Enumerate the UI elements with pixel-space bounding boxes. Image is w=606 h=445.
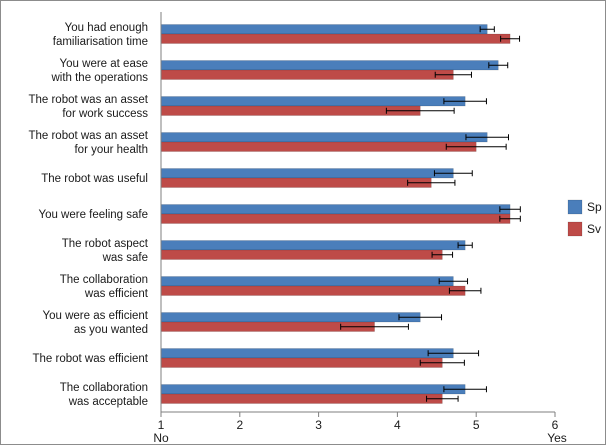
legend-label-sv: Sv [587, 222, 601, 236]
category-label: was efficient [84, 288, 149, 300]
bar-sp [160, 168, 454, 179]
bar-sp [160, 384, 466, 395]
category-label: for your health [74, 144, 148, 156]
error-bar-sv [448, 287, 482, 294]
error-bar-sv [385, 107, 455, 114]
error-bar-sp [438, 278, 469, 285]
bar-sp [160, 96, 466, 107]
bars-layer [160, 24, 521, 404]
error-bar-sp [398, 314, 443, 321]
error-bar-sv [445, 143, 507, 150]
category-label: The robot aspect [62, 238, 149, 250]
category-label: The robot was efficient [33, 353, 149, 365]
x-tick-label: 6 [552, 418, 559, 432]
error-bar-sp [457, 242, 473, 249]
x-tick-label: 3 [315, 418, 322, 432]
category-label: was safe [102, 252, 148, 264]
bar-sv [160, 393, 443, 404]
error-bar-sv [434, 71, 472, 78]
error-bar-sp [443, 386, 487, 393]
legend-label-sp: Sp [587, 200, 602, 214]
category-label: for work success [62, 108, 148, 120]
bar-sv [160, 249, 443, 260]
category-label: You were as efficient [43, 310, 149, 322]
error-bar-sp [465, 134, 510, 141]
category-label: You were feeling safe [38, 209, 148, 221]
x-high-label: Yes [547, 431, 567, 445]
bar-sv [160, 105, 421, 116]
x-axis: 1 2 3 4 5 6 No Yes [153, 12, 567, 445]
legend: Sp Sv [567, 199, 602, 237]
bar-sp [160, 348, 454, 359]
error-bar-sp [488, 62, 509, 69]
bar-sv [160, 213, 511, 224]
error-bar-sv [431, 251, 454, 258]
bar-sv [160, 69, 454, 80]
bar-sp [160, 204, 511, 215]
bar-sp [160, 276, 454, 287]
error-bar-sv [426, 395, 459, 402]
category-label: with the operations [50, 72, 148, 84]
bar-sp [160, 24, 488, 35]
error-bar-sp [499, 206, 521, 213]
bar-sp [160, 60, 499, 71]
category-label: The collaboration [60, 382, 148, 394]
category-label: The robot was an asset [28, 130, 148, 142]
category-label: was acceptable [68, 396, 148, 408]
bar-sp [160, 312, 421, 323]
category-label: You had enough [65, 22, 148, 34]
error-bar-sv [500, 35, 521, 42]
error-bar-sv [499, 215, 521, 222]
x-tick-label: 4 [394, 418, 401, 432]
error-bar-sv [340, 323, 409, 330]
bar-sp [160, 240, 466, 251]
error-bar-sp [479, 26, 495, 33]
category-label: The robot was an asset [28, 94, 148, 106]
bar-sv [160, 285, 466, 296]
category-labels: You had enough familiarisation time You we… [28, 22, 148, 408]
category-label: familiarisation time [53, 36, 148, 48]
bar-sp [160, 132, 488, 143]
error-bar-sv [407, 179, 456, 186]
category-label: The robot was useful [41, 173, 148, 185]
legend-swatch-sp [567, 199, 583, 215]
x-tick-label: 5 [473, 418, 480, 432]
error-bar-sv [419, 359, 465, 366]
category-label: The collaboration [60, 274, 148, 286]
x-tick-label: 2 [236, 418, 243, 432]
x-tick-label: 1 [158, 418, 165, 432]
bar-sv [160, 33, 511, 44]
bar-sv [160, 357, 443, 368]
bar-sv [160, 177, 432, 188]
category-label: You were at ease [60, 58, 148, 70]
bar-sv [160, 141, 477, 152]
error-bar-sp [427, 350, 480, 357]
category-label: as you wanted [74, 324, 148, 336]
legend-swatch-sv [567, 221, 583, 237]
error-bar-sp [433, 170, 473, 177]
error-bar-sp [443, 98, 487, 105]
x-low-label: No [153, 431, 169, 445]
